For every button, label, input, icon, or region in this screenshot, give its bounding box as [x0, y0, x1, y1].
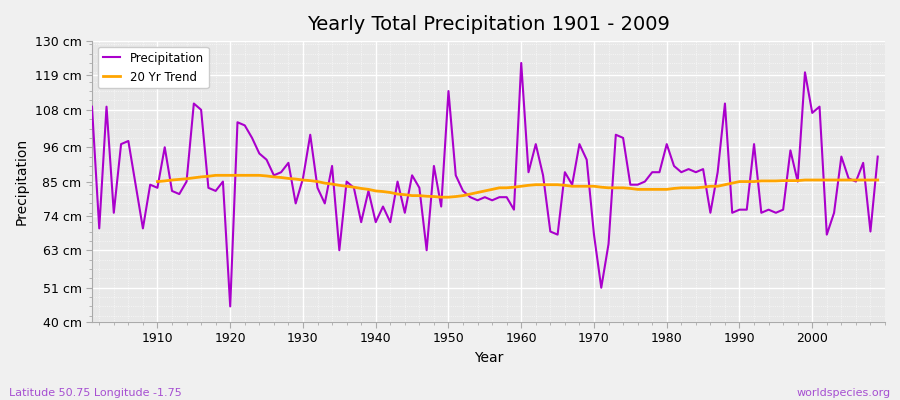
- Precipitation: [86, 104, 97, 109]
- Text: worldspecies.org: worldspecies.org: [796, 388, 891, 398]
- 20 Yr Trend: [872, 178, 883, 182]
- Precipitation: [516, 60, 526, 65]
- 20 Yr Trend: [829, 178, 840, 182]
- Precipitation: [225, 304, 236, 309]
- Precipitation: [872, 154, 883, 159]
- Y-axis label: Precipitation: Precipitation: [15, 138, 29, 225]
- Precipitation: [356, 220, 366, 224]
- 20 Yr Trend: [327, 182, 338, 186]
- 20 Yr Trend: [211, 173, 221, 178]
- Precipitation: [523, 170, 534, 175]
- Precipitation: [145, 182, 156, 187]
- 20 Yr Trend: [436, 195, 446, 200]
- Precipitation: [617, 136, 628, 140]
- X-axis label: Year: Year: [473, 351, 503, 365]
- Line: 20 Yr Trend: 20 Yr Trend: [158, 175, 878, 197]
- Text: Latitude 50.75 Longitude -1.75: Latitude 50.75 Longitude -1.75: [9, 388, 182, 398]
- Title: Yearly Total Precipitation 1901 - 2009: Yearly Total Precipitation 1901 - 2009: [307, 15, 670, 34]
- Precipitation: [312, 186, 323, 190]
- 20 Yr Trend: [152, 179, 163, 184]
- 20 Yr Trend: [596, 185, 607, 190]
- 20 Yr Trend: [298, 178, 309, 182]
- 20 Yr Trend: [537, 182, 548, 187]
- Legend: Precipitation, 20 Yr Trend: Precipitation, 20 Yr Trend: [98, 47, 209, 88]
- Line: Precipitation: Precipitation: [92, 63, 878, 306]
- 20 Yr Trend: [850, 178, 861, 182]
- Precipitation: [530, 142, 541, 146]
